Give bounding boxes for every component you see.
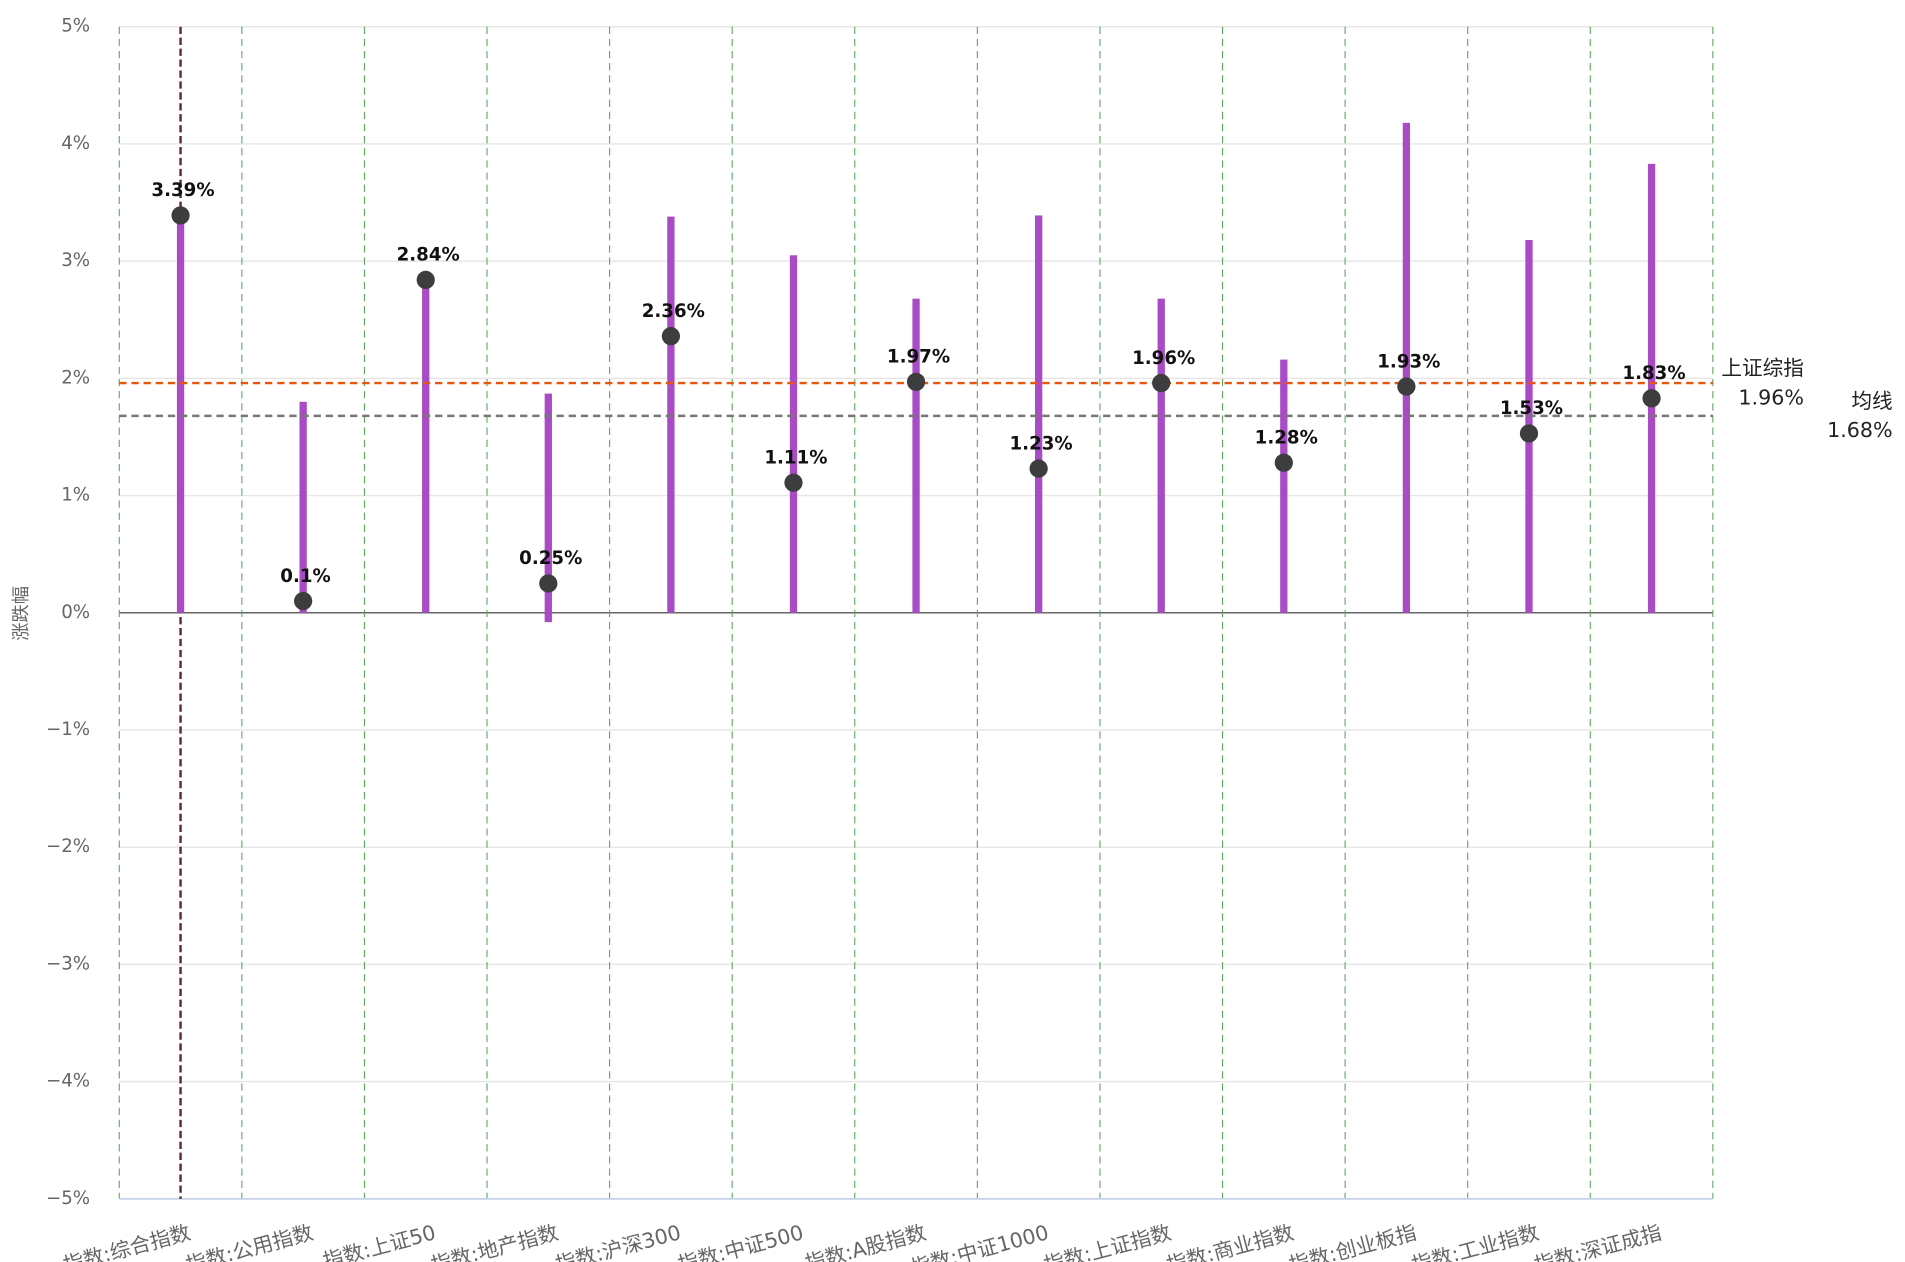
value-label: 1.53% (1500, 398, 1563, 419)
range-bar (1035, 215, 1043, 613)
point (1152, 373, 1171, 393)
point (1397, 377, 1416, 396)
y-tick-label: −1% (46, 719, 90, 740)
x-tick-label: 指数:深证成指 (1532, 1220, 1664, 1262)
point (416, 270, 435, 290)
value-label: 1.83% (1622, 363, 1685, 384)
point (1519, 424, 1539, 443)
range-bar (1280, 359, 1288, 613)
value-label: 3.39% (151, 180, 214, 201)
range-bar (789, 255, 798, 613)
value-label: 1.96% (1132, 348, 1195, 369)
range-bar (1402, 122, 1411, 613)
value-label: 0.25% (519, 548, 582, 569)
x-tick-label: 指数:公用指数 (183, 1220, 316, 1262)
value-label: 1.93% (1377, 351, 1440, 372)
value-label: 1.11% (764, 447, 827, 468)
range-bar (176, 214, 185, 613)
point (784, 473, 803, 492)
x-tick-label: 指数:商业指数 (1164, 1220, 1297, 1262)
x-tick-label: 指数:中证500 (675, 1220, 806, 1262)
reference-name: 上证综指 (1721, 356, 1804, 380)
x-tick-label: 指数:地产指数 (428, 1220, 561, 1262)
point (1274, 453, 1293, 472)
y-tick-label: −4% (46, 1071, 90, 1092)
point (661, 327, 681, 346)
value-label: 1.28% (1255, 427, 1318, 448)
point (294, 591, 313, 611)
reference-value: 1.68% (1827, 418, 1893, 442)
range-bar (544, 393, 552, 623)
point (171, 206, 190, 225)
y-tick-label: 4% (61, 133, 90, 154)
value-label: 2.36% (642, 301, 705, 322)
value-label: 2.84% (397, 245, 460, 266)
value-label: 1.23% (1009, 433, 1072, 454)
value-label: 1.97% (887, 347, 950, 368)
value-label: 0.1% (280, 566, 331, 587)
x-tick-label: 指数:上证50 (320, 1220, 438, 1262)
point (1029, 459, 1048, 478)
x-tick-label: 指数:上证指数 (1041, 1220, 1174, 1262)
x-tick-label: 指数:综合指数 (61, 1220, 194, 1262)
y-tick-label: 1% (61, 485, 90, 506)
point (1642, 389, 1661, 408)
x-tick-label: 指数:工业指数 (1409, 1220, 1542, 1262)
range-bar (299, 401, 307, 613)
y-tick-label: −5% (46, 1188, 90, 1209)
x-tick-label: 指数:创业板指 (1287, 1220, 1419, 1262)
x-tick-label: 指数:沪深300 (553, 1220, 684, 1262)
y-tick-label: 3% (61, 250, 90, 271)
range-bar (1647, 163, 1656, 613)
y-tick-label: −2% (46, 836, 90, 857)
y-tick-label: 5% (61, 16, 90, 37)
reference-name: 均线 (1851, 389, 1892, 413)
y-tick-label: 0% (61, 602, 90, 623)
y-tick-label: −3% (46, 953, 90, 974)
range-bar (422, 272, 430, 613)
range-bar (1157, 298, 1165, 613)
point (906, 372, 926, 391)
point (539, 574, 558, 593)
reference-value: 1.96% (1738, 385, 1804, 409)
x-tick-label: 指数:中证1000 (908, 1220, 1051, 1262)
y-tick-label: 2% (61, 367, 90, 388)
range-bar (912, 298, 920, 613)
y-axis-label: 涨跌幅 (11, 586, 32, 641)
